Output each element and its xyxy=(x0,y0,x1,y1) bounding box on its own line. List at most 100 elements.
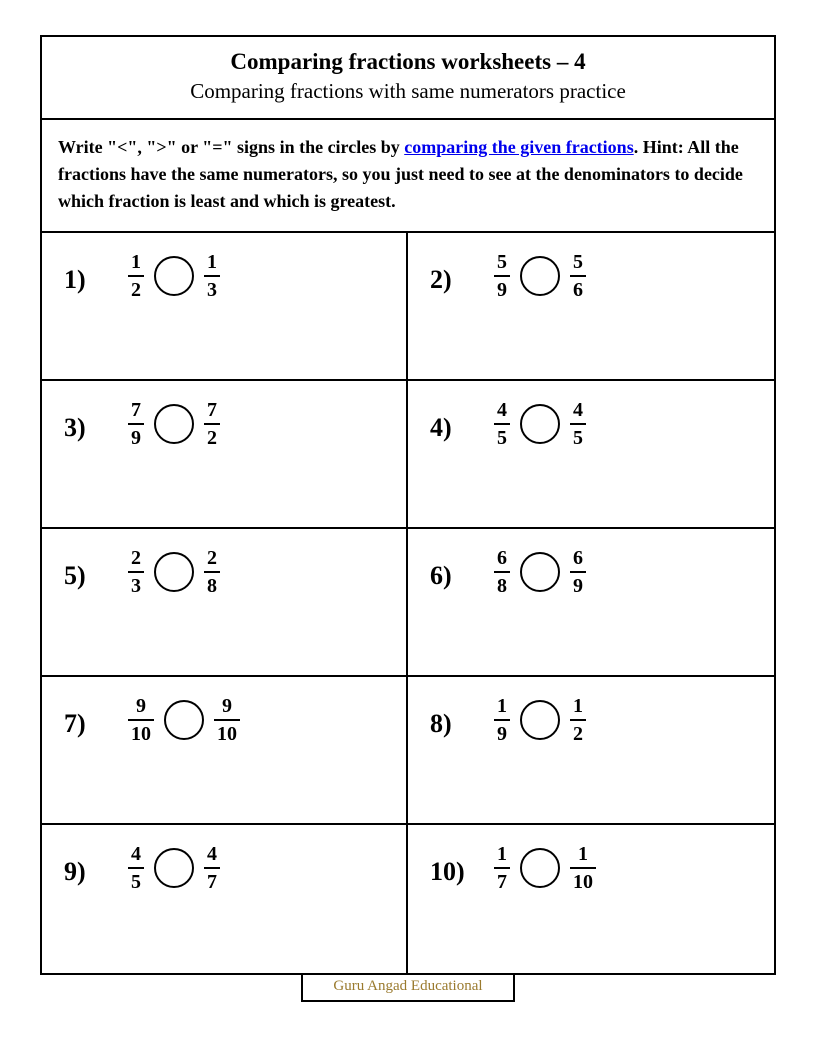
fraction-left: 23 xyxy=(128,547,144,597)
instructions: Write "<", ">" or "=" signs in the circl… xyxy=(42,120,774,233)
fraction-left: 79 xyxy=(128,399,144,449)
footer: Guru Angad Educational xyxy=(40,973,776,1002)
instructions-pre: Write "<", ">" or "=" signs in the circl… xyxy=(58,137,404,157)
denominator: 8 xyxy=(494,571,510,597)
question-number: 7) xyxy=(64,695,104,739)
answer-circle[interactable] xyxy=(164,700,204,740)
fraction-right: 69 xyxy=(570,547,586,597)
numerator: 4 xyxy=(570,399,586,423)
denominator: 7 xyxy=(204,867,220,893)
fraction-left: 45 xyxy=(128,843,144,893)
denominator: 10 xyxy=(214,719,240,745)
numerator: 1 xyxy=(570,695,586,719)
fraction-left: 910 xyxy=(128,695,154,745)
question-number: 10) xyxy=(430,843,470,887)
problem-cell: 9)4547 xyxy=(42,825,408,973)
denominator: 3 xyxy=(128,571,144,597)
problem: 2328 xyxy=(128,547,220,597)
fraction-left: 17 xyxy=(494,843,510,893)
numerator: 1 xyxy=(575,843,591,867)
problem: 17110 xyxy=(494,843,596,893)
problem-cell: 10)17110 xyxy=(408,825,774,973)
numerator: 1 xyxy=(494,695,510,719)
fraction-right: 28 xyxy=(204,547,220,597)
answer-circle[interactable] xyxy=(154,404,194,444)
question-number: 9) xyxy=(64,843,104,887)
problem-cell: 5)2328 xyxy=(42,529,408,677)
worksheet-title: Comparing fractions worksheets – 4 xyxy=(52,49,764,75)
fraction-right: 56 xyxy=(570,251,586,301)
fraction-left: 59 xyxy=(494,251,510,301)
denominator: 9 xyxy=(128,423,144,449)
denominator: 10 xyxy=(570,867,596,893)
problem-cell: 4)4545 xyxy=(408,381,774,529)
fraction-left: 12 xyxy=(128,251,144,301)
denominator: 9 xyxy=(494,719,510,745)
question-number: 3) xyxy=(64,399,104,443)
fraction-left: 45 xyxy=(494,399,510,449)
question-number: 1) xyxy=(64,251,104,295)
fraction-right: 13 xyxy=(204,251,220,301)
denominator: 2 xyxy=(204,423,220,449)
denominator: 5 xyxy=(494,423,510,449)
numerator: 5 xyxy=(494,251,510,275)
denominator: 2 xyxy=(128,275,144,301)
denominator: 9 xyxy=(570,571,586,597)
denominator: 7 xyxy=(494,867,510,893)
fraction-right: 12 xyxy=(570,695,586,745)
numerator: 1 xyxy=(128,251,144,275)
question-number: 6) xyxy=(430,547,470,591)
question-number: 2) xyxy=(430,251,470,295)
problem-cell: 7)910910 xyxy=(42,677,408,825)
numerator: 6 xyxy=(494,547,510,571)
answer-circle[interactable] xyxy=(154,848,194,888)
answer-circle[interactable] xyxy=(154,256,194,296)
denominator: 5 xyxy=(570,423,586,449)
answer-circle[interactable] xyxy=(154,552,194,592)
worksheet: Comparing fractions worksheets – 4 Compa… xyxy=(40,35,776,975)
answer-circle[interactable] xyxy=(520,848,560,888)
header: Comparing fractions worksheets – 4 Compa… xyxy=(42,37,774,120)
problem-cell: 3)7972 xyxy=(42,381,408,529)
footer-credit: Guru Angad Educational xyxy=(301,973,514,1002)
problem: 4545 xyxy=(494,399,586,449)
numerator: 4 xyxy=(494,399,510,423)
problem: 6869 xyxy=(494,547,586,597)
fraction-left: 19 xyxy=(494,695,510,745)
numerator: 1 xyxy=(204,251,220,275)
numerator: 9 xyxy=(219,695,235,719)
numerator: 6 xyxy=(570,547,586,571)
fraction-right: 110 xyxy=(570,843,596,893)
answer-circle[interactable] xyxy=(520,552,560,592)
denominator: 2 xyxy=(570,719,586,745)
problem-grid: 1)12132)59563)79724)45455)23286)68697)91… xyxy=(42,233,774,973)
fraction-left: 68 xyxy=(494,547,510,597)
numerator: 4 xyxy=(128,843,144,867)
numerator: 2 xyxy=(128,547,144,571)
fraction-right: 72 xyxy=(204,399,220,449)
worksheet-subtitle: Comparing fractions with same numerators… xyxy=(52,79,764,104)
problem: 910910 xyxy=(128,695,240,745)
problem-cell: 2) 59 56 xyxy=(408,233,774,381)
answer-circle[interactable] xyxy=(520,404,560,444)
problem-cell: 1)1213 xyxy=(42,233,408,381)
denominator: 9 xyxy=(494,275,510,301)
denominator: 10 xyxy=(128,719,154,745)
denominator: 8 xyxy=(204,571,220,597)
numerator: 9 xyxy=(133,695,149,719)
problem: 4547 xyxy=(128,843,220,893)
problem: 1912 xyxy=(494,695,586,745)
fraction-right: 45 xyxy=(570,399,586,449)
question-number: 4) xyxy=(430,399,470,443)
numerator: 7 xyxy=(128,399,144,423)
denominator: 5 xyxy=(128,867,144,893)
numerator: 4 xyxy=(204,843,220,867)
question-number: 5) xyxy=(64,547,104,591)
answer-circle[interactable] xyxy=(520,256,560,296)
instructions-link[interactable]: comparing the given fractions xyxy=(404,137,633,157)
numerator: 1 xyxy=(494,843,510,867)
numerator: 2 xyxy=(204,547,220,571)
fraction-right: 910 xyxy=(214,695,240,745)
denominator: 3 xyxy=(204,275,220,301)
answer-circle[interactable] xyxy=(520,700,560,740)
